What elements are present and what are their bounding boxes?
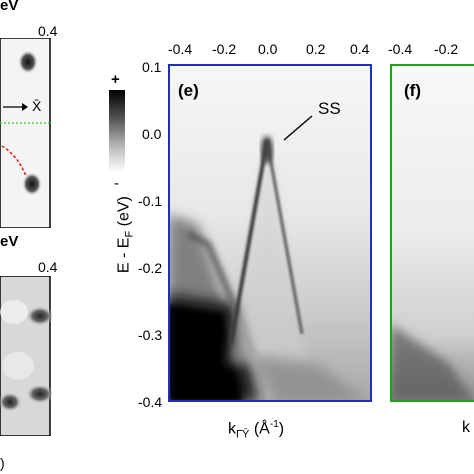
y-tick: -0.1	[138, 193, 163, 209]
panel-e-spectrum	[168, 64, 372, 402]
colorbar-minus: -	[114, 175, 119, 192]
panel-e: (e) SS	[168, 64, 372, 402]
y-ticks: 0.1 0.0 -0.1 -0.2 -0.3 -0.4	[138, 60, 168, 410]
x-tick: -0.2	[212, 41, 237, 57]
panel-f-spectrum	[390, 64, 474, 402]
left-top-direction-label: X̄	[32, 98, 42, 114]
left-bottom-energy-label: eV	[0, 233, 19, 250]
colorbar-plus: +	[111, 71, 120, 88]
y-tick: -0.2	[138, 260, 163, 276]
y-axis-label-text: E - EF (eV)	[115, 196, 136, 274]
panel-f-frame	[390, 64, 474, 402]
y-tick: 0.1	[142, 59, 162, 75]
left-bottom-map	[0, 276, 52, 436]
left-bottom-panel: eV 0.4 )	[0, 230, 62, 474]
x-tick: 0.4	[350, 41, 370, 57]
x-ticks-top: -0.4 -0.2 0.0 0.2 0.4	[168, 42, 378, 62]
x-tick: -0.2	[434, 41, 459, 57]
left-top-map	[0, 38, 51, 228]
left-top-panel: eV 0.4 X̄	[0, 0, 62, 228]
panel-f-label: (f)	[404, 81, 421, 100]
panel-e-label: (e)	[178, 81, 199, 100]
panel-e-frame	[168, 64, 372, 402]
x-ticks-top-right: -0.4 -0.2	[388, 42, 474, 62]
left-top-axis-max: 0.4	[38, 23, 58, 39]
y-tick: -0.3	[138, 327, 163, 343]
x-tick: 0.0	[258, 41, 278, 57]
y-tick: 0.0	[142, 126, 162, 142]
x-tick: -0.4	[168, 41, 193, 57]
x-tick: -0.4	[388, 41, 413, 57]
left-top-energy-label: eV	[0, 0, 19, 14]
panel-f: (f)	[390, 64, 474, 402]
x-tick: 0.2	[306, 41, 326, 57]
left-bottom-label-fragment: )	[0, 455, 5, 471]
colorbar	[109, 90, 125, 172]
panel-e-annotation: SS	[318, 99, 341, 118]
x-axis-label: kΓ̄Ȳ (Å-1)	[228, 419, 285, 441]
y-tick: -0.4	[138, 394, 163, 410]
x-axis-label-right-fragment: k	[462, 419, 470, 436]
left-bottom-axis-max: 0.4	[38, 259, 58, 275]
